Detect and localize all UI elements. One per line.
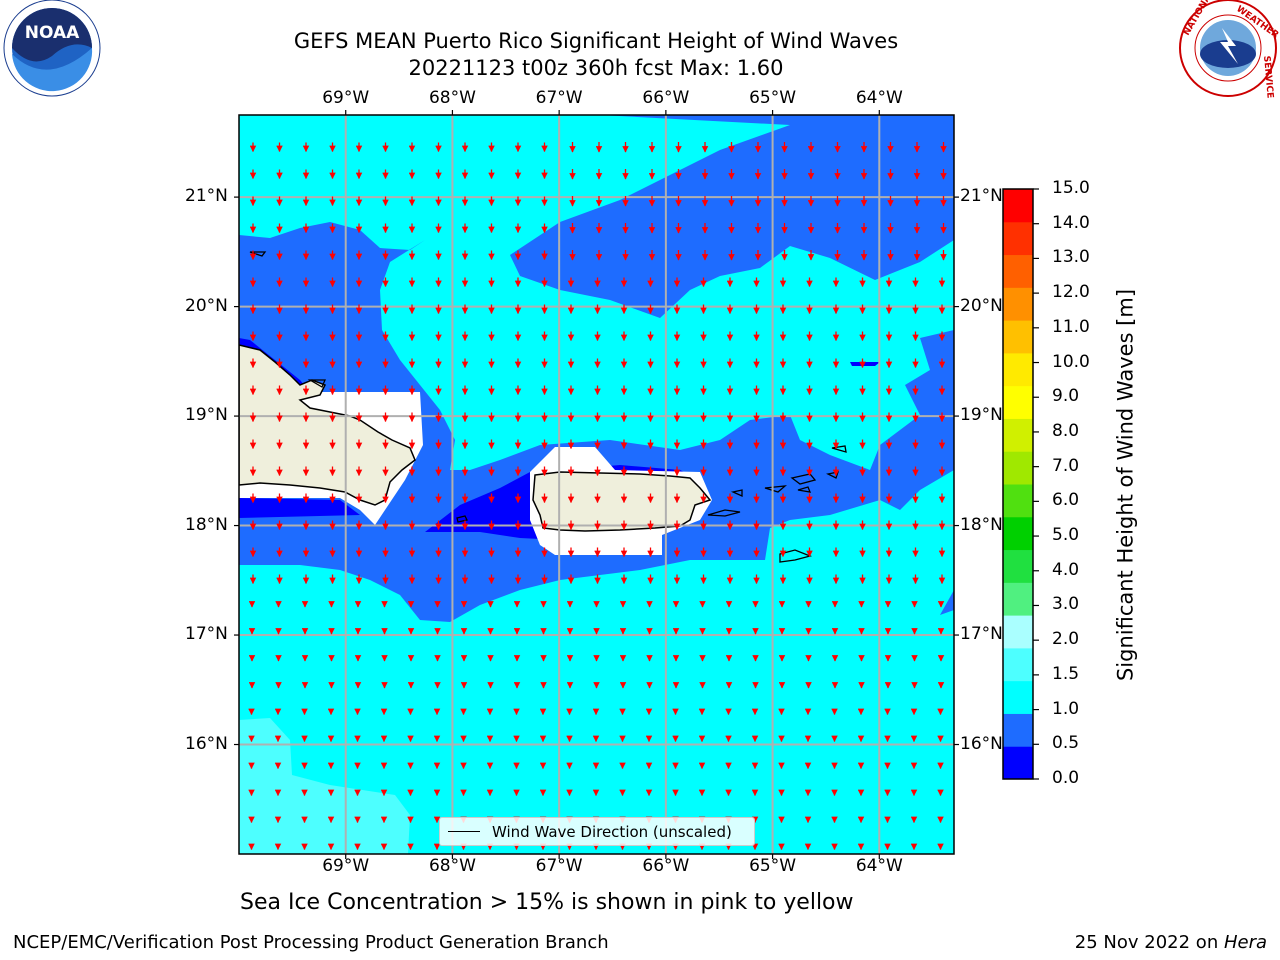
colorbar-tick-label: 11.0 bbox=[1052, 316, 1090, 337]
colorbar-segment bbox=[1003, 746, 1033, 780]
legend-line-swatch bbox=[448, 831, 480, 832]
lat-tick-label: 20°N bbox=[960, 295, 1003, 316]
chart-title: GEFS MEAN Puerto Rico Significant Height… bbox=[293, 29, 899, 53]
colorbar-tick-label: 8.0 bbox=[1052, 420, 1080, 441]
lat-tick-label: 20°N bbox=[185, 295, 228, 316]
lon-tick-label: 67°W bbox=[535, 856, 583, 876]
map-frame bbox=[238, 114, 955, 855]
colorbar-tick-label: 1.5 bbox=[1052, 663, 1080, 684]
lon-tick-label: 67°W bbox=[535, 88, 583, 108]
lat-tick-label: 19°N bbox=[960, 405, 1003, 426]
colorbar-segment bbox=[1003, 484, 1033, 518]
colorbar-frame bbox=[1002, 188, 1034, 780]
colorbar-segment bbox=[1003, 516, 1033, 551]
lat-tick-label: 18°N bbox=[185, 514, 228, 535]
colorbar-segment bbox=[1003, 189, 1033, 223]
svg-text:NOAA: NOAA bbox=[25, 23, 80, 43]
colorbar bbox=[1003, 189, 1033, 780]
colorbar-tick-label: 1.0 bbox=[1052, 698, 1080, 719]
colorbar-tick-label: 14.0 bbox=[1052, 212, 1090, 233]
sea-ice-note: Sea Ice Concentration > 15% is shown in … bbox=[240, 890, 854, 915]
wind-wave-direction-arrows bbox=[248, 142, 947, 851]
legend: Wind Wave Direction (unscaled) bbox=[439, 817, 755, 846]
colorbar-tick-label: 5.0 bbox=[1052, 525, 1080, 546]
colorbar-tick-label: 10.0 bbox=[1052, 351, 1090, 372]
colorbar-tick-label: 0.0 bbox=[1052, 768, 1080, 788]
wave-field-central-band bbox=[239, 222, 954, 622]
lat-tick-label: 18°N bbox=[960, 514, 1003, 535]
footer-credit: NCEP/EMC/Verification Post Processing Pr… bbox=[13, 932, 609, 953]
lon-tick-label: 65°W bbox=[749, 856, 797, 876]
colorbar-tick-label: 4.0 bbox=[1052, 559, 1080, 580]
lat-tick-label: 19°N bbox=[185, 405, 228, 426]
colorbar-tick-label: 15.0 bbox=[1052, 178, 1090, 198]
lon-tick-label: 69°W bbox=[322, 88, 370, 108]
colorbar-label: Significant Height of Wind Waves [m] bbox=[1113, 288, 1138, 682]
colorbar-tick-label: 3.0 bbox=[1052, 594, 1080, 615]
colorbar-segment bbox=[1003, 287, 1033, 321]
legend-label: Wind Wave Direction (unscaled) bbox=[492, 822, 732, 841]
footer-host: Hera bbox=[1223, 932, 1267, 953]
lat-tick-label: 16°N bbox=[960, 733, 1003, 754]
colorbar-segment bbox=[1003, 451, 1033, 485]
colorbar-segment bbox=[1003, 320, 1033, 354]
noaa-logo: NOAA bbox=[3, 0, 101, 97]
footer-date: 25 Nov 2022 on Hera bbox=[1075, 932, 1267, 953]
colorbar-tick-label: 7.0 bbox=[1052, 455, 1080, 476]
colorbar-tick-label: 12.0 bbox=[1052, 282, 1090, 303]
lat-tick-label: 16°N bbox=[185, 733, 228, 754]
colorbar-segment bbox=[1003, 221, 1033, 256]
lon-tick-label: 65°W bbox=[749, 88, 797, 108]
colorbar-segment bbox=[1003, 385, 1033, 419]
land-hispaniola bbox=[239, 344, 416, 506]
lat-tick-label: 21°N bbox=[960, 186, 1003, 207]
lon-tick-label: 69°W bbox=[322, 856, 370, 876]
nws-logo: NATIONAL WEATHER SERVICE bbox=[1179, 0, 1280, 99]
lon-tick-label: 68°W bbox=[428, 856, 476, 876]
colorbar-tick-label: 6.0 bbox=[1052, 490, 1080, 511]
colorbar-segment bbox=[1003, 615, 1033, 649]
footer-date-text: 25 Nov 2022 on bbox=[1074, 932, 1224, 953]
lon-tick-label: 68°W bbox=[428, 88, 476, 108]
colorbar-segment bbox=[1003, 254, 1033, 288]
colorbar-segment bbox=[1003, 713, 1033, 747]
wave-field-east-patch bbox=[940, 480, 954, 615]
chart-subtitle-forecast: 20221123 t00z 360h fcst Max: 1.60 bbox=[408, 56, 784, 80]
lon-tick-label: 64°W bbox=[855, 856, 903, 876]
map-plot-area bbox=[239, 115, 954, 854]
lat-tick-label: 21°N bbox=[185, 186, 228, 207]
colorbar-tick-label: 9.0 bbox=[1052, 386, 1080, 407]
lon-tick-label: 66°W bbox=[642, 88, 690, 108]
wave-field-north-band bbox=[510, 115, 954, 318]
colorbar-segment bbox=[1003, 352, 1033, 387]
lon-tick-label: 64°W bbox=[855, 88, 903, 108]
colorbar-segment bbox=[1003, 549, 1033, 583]
svg-text:SERVICE: SERVICE bbox=[1261, 55, 1275, 98]
colorbar-segment bbox=[1003, 582, 1033, 616]
colorbar-tick-label: 13.0 bbox=[1052, 247, 1090, 268]
lat-tick-label: 17°N bbox=[960, 624, 1003, 645]
wave-field-1.5-2.0 bbox=[239, 718, 410, 854]
lon-tick-label: 66°W bbox=[642, 856, 690, 876]
colorbar-tick-label: 0.5 bbox=[1052, 733, 1080, 754]
lat-tick-label: 17°N bbox=[185, 624, 228, 645]
colorbar-tick-label: 2.0 bbox=[1052, 629, 1080, 650]
colorbar-segment bbox=[1003, 680, 1033, 714]
colorbar-segment bbox=[1003, 647, 1033, 682]
colorbar-segment bbox=[1003, 418, 1033, 452]
